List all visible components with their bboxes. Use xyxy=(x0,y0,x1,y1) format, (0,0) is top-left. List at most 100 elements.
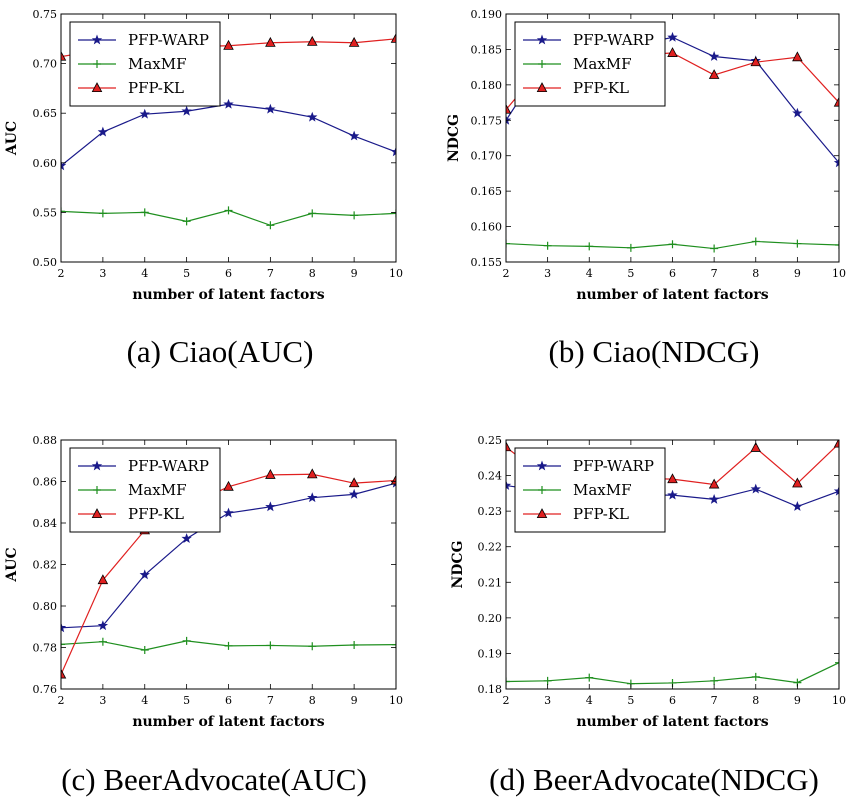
data-point-maxmf-7 xyxy=(710,676,719,685)
data-point-maxmf-3 xyxy=(543,241,552,250)
data-point-pfp-warp-2 xyxy=(506,480,512,490)
data-point-pfp-kl-8 xyxy=(750,56,762,67)
x-tick-label: 9 xyxy=(794,694,801,707)
data-point-maxmf-4 xyxy=(140,208,149,217)
y-axis-label: AUC xyxy=(4,547,20,582)
data-point-pfp-kl-8 xyxy=(750,441,762,452)
data-point-maxmf-3 xyxy=(98,637,107,646)
data-point-maxmf-4 xyxy=(140,645,149,654)
y-tick-label: 0.76 xyxy=(33,683,58,696)
x-tick-label: 6 xyxy=(225,267,232,280)
legend-marker-maxmf xyxy=(93,486,101,494)
y-tick-label: 0.22 xyxy=(478,541,503,554)
legend-marker-maxmf xyxy=(538,60,546,68)
x-tick-label: 5 xyxy=(627,267,634,280)
y-tick-label: 0.21 xyxy=(478,576,503,589)
data-point-pfp-warp-6 xyxy=(667,489,678,500)
y-tick-label: 0.75 xyxy=(33,8,58,21)
data-point-maxmf-6 xyxy=(668,240,677,249)
legend-marker-pfp-warp xyxy=(91,460,103,471)
x-tick-label: 4 xyxy=(141,694,148,707)
data-point-maxmf-10 xyxy=(392,640,396,649)
data-point-maxmf-2 xyxy=(61,640,65,649)
data-point-maxmf-2 xyxy=(61,207,65,216)
data-point-pfp-warp-4 xyxy=(139,108,150,119)
x-tick-label: 2 xyxy=(503,694,510,707)
data-point-pfp-warp-3 xyxy=(97,620,109,631)
y-tick-label: 0.190 xyxy=(471,8,503,21)
data-point-pfp-warp-5 xyxy=(181,533,192,543)
data-point-pfp-warp-6 xyxy=(223,507,234,518)
legend-label-pfp-warp: PFP-WARP xyxy=(128,31,209,49)
data-point-pfp-warp-7 xyxy=(708,493,720,504)
x-tick-label: 5 xyxy=(183,267,190,280)
data-point-pfp-warp-4 xyxy=(139,569,150,580)
y-tick-label: 0.185 xyxy=(471,43,503,56)
data-point-maxmf-10 xyxy=(392,209,396,218)
x-tick-label: 10 xyxy=(832,267,846,280)
chart-panel-a: 2 3 4 5 6 7 8 9 10 0.50 0.55 0.60 0.65 0.70 0.75 number… xyxy=(4,8,403,369)
legend-marker-maxmf xyxy=(538,486,546,494)
x-tick-label: 7 xyxy=(711,267,718,280)
y-tick-label: 0.24 xyxy=(478,470,503,483)
data-point-pfp-warp-9 xyxy=(348,130,360,141)
y-tick-label: 0.65 xyxy=(33,107,58,120)
x-tick-label: 3 xyxy=(99,267,106,280)
y-tick-label: 0.84 xyxy=(33,517,58,530)
data-point-pfp-warp-10 xyxy=(833,485,839,496)
x-tick-label: 8 xyxy=(752,267,759,280)
legend-label-maxmf: MaxMF xyxy=(573,481,632,499)
legend-marker-pfp-kl xyxy=(536,508,548,518)
legend-label-maxmf: MaxMF xyxy=(573,55,632,73)
data-point-pfp-warp-9 xyxy=(792,107,803,118)
data-point-pfp-warp-9 xyxy=(792,501,803,511)
data-point-maxmf-5 xyxy=(182,217,191,226)
x-tick-label: 8 xyxy=(309,694,316,707)
data-point-maxmf-6 xyxy=(224,641,233,650)
x-tick-label: 6 xyxy=(225,694,232,707)
series-line-pfp-warp xyxy=(61,103,396,167)
legend: PFP-WARP MaxMF PFP-KL xyxy=(69,447,221,533)
y-tick-label: 0.50 xyxy=(33,256,58,269)
subfigure-caption: (a) Ciao(AUC) xyxy=(127,334,314,369)
x-tick-label: 3 xyxy=(544,267,551,280)
data-point-pfp-kl-6 xyxy=(223,480,234,491)
y-tick-label: 0.160 xyxy=(471,221,503,234)
data-point-pfp-warp-8 xyxy=(750,483,761,494)
y-tick-label: 0.18 xyxy=(478,683,503,696)
data-point-maxmf-3 xyxy=(543,676,552,685)
y-tick-label: 0.155 xyxy=(471,256,503,269)
data-point-maxmf-10 xyxy=(835,240,839,249)
y-tick-label: 0.25 xyxy=(478,434,503,447)
data-point-pfp-warp-7 xyxy=(265,103,276,114)
x-tick-label: 9 xyxy=(351,267,358,280)
x-tick-label: 8 xyxy=(752,694,759,707)
data-point-pfp-kl-9 xyxy=(792,477,803,488)
x-tick-label: 7 xyxy=(267,267,274,280)
data-point-pfp-warp-2 xyxy=(506,114,512,125)
y-tick-label: 0.60 xyxy=(33,157,58,170)
data-point-maxmf-3 xyxy=(98,209,107,218)
data-point-pfp-kl-2 xyxy=(61,50,67,61)
data-point-pfp-warp-7 xyxy=(708,51,720,61)
data-point-pfp-warp-7 xyxy=(265,501,276,512)
data-point-pfp-warp-6 xyxy=(223,98,234,109)
y-tick-label: 0.86 xyxy=(33,476,58,489)
data-point-pfp-kl-10 xyxy=(833,96,839,107)
legend: PFP-WARP MaxMF PFP-KL xyxy=(514,21,666,107)
data-point-maxmf-8 xyxy=(308,642,317,651)
data-point-maxmf-4 xyxy=(585,242,594,251)
y-tick-label: 0.88 xyxy=(33,434,58,447)
y-tick-label: 0.170 xyxy=(471,150,503,163)
data-point-pfp-kl-10 xyxy=(833,440,839,448)
legend-label-pfp-kl: PFP-KL xyxy=(128,79,184,97)
legend-marker-maxmf xyxy=(93,60,101,68)
x-tick-label: 7 xyxy=(711,694,718,707)
data-point-pfp-kl-3 xyxy=(97,574,109,585)
data-point-maxmf-8 xyxy=(308,209,317,218)
x-axis-label: number of latent factors xyxy=(576,714,768,730)
chart-panel-b: 2 3 4 5 6 7 8 9 10 0.155 0.160 0.165 0.170 0.175 0.180… xyxy=(446,8,846,369)
data-point-maxmf-6 xyxy=(224,206,233,215)
data-point-pfp-kl-7 xyxy=(708,69,720,79)
x-axis-label: number of latent factors xyxy=(576,287,768,303)
